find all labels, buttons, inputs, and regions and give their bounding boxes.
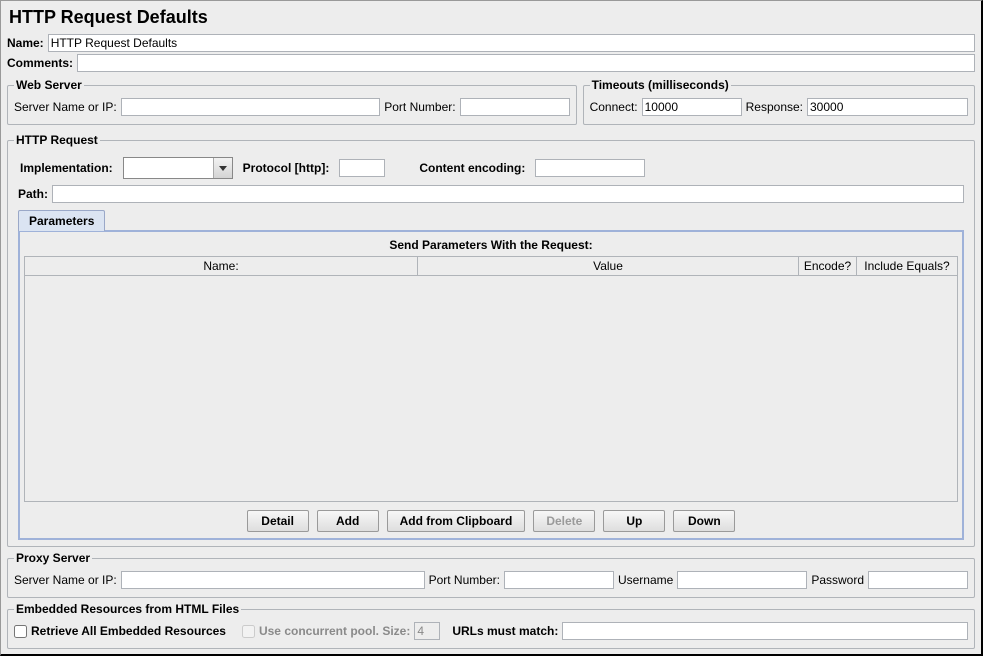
delete-button: Delete: [533, 510, 595, 532]
port-input[interactable]: [460, 98, 570, 116]
parameters-table-header: Name: Value Encode? Include Equals?: [25, 257, 957, 276]
parameters-panel-title: Send Parameters With the Request:: [20, 232, 962, 256]
path-label: Path:: [18, 187, 48, 201]
content-encoding-input[interactable]: [535, 159, 645, 177]
page-title: HTTP Request Defaults: [7, 5, 975, 32]
content-encoding-label: Content encoding:: [419, 161, 525, 175]
parameters-buttons: Detail Add Add from Clipboard Delete Up …: [20, 502, 962, 538]
urls-must-match-input[interactable]: [562, 622, 968, 640]
name-row: Name:: [7, 34, 975, 52]
proxy-server-legend: Proxy Server: [14, 551, 92, 565]
chevron-down-icon: [219, 166, 227, 171]
col-header-encode[interactable]: Encode?: [799, 257, 857, 275]
proxy-port-input[interactable]: [504, 571, 614, 589]
down-button[interactable]: Down: [673, 510, 735, 532]
up-button[interactable]: Up: [603, 510, 665, 532]
concurrent-pool-input: [242, 625, 255, 638]
detail-button[interactable]: Detail: [247, 510, 309, 532]
proxy-server-name-input[interactable]: [121, 571, 425, 589]
comments-label: Comments:: [7, 56, 73, 70]
parameters-table: Name: Value Encode? Include Equals?: [24, 256, 958, 502]
col-header-name[interactable]: Name:: [25, 257, 418, 275]
proxy-username-label: Username: [618, 573, 673, 587]
embedded-resources-legend: Embedded Resources from HTML Files: [14, 602, 241, 616]
proxy-server-group: Proxy Server Server Name or IP: Port Num…: [7, 551, 975, 598]
implementation-value: [124, 158, 214, 178]
web-server-group: Web Server Server Name or IP: Port Numbe…: [7, 78, 577, 125]
implementation-label: Implementation:: [20, 161, 113, 175]
proxy-password-input[interactable]: [868, 571, 968, 589]
http-request-group: HTTP Request Implementation: Protocol [h…: [7, 133, 975, 547]
concurrent-pool-label: Use concurrent pool. Size:: [259, 624, 410, 638]
proxy-server-name-label: Server Name or IP:: [14, 573, 117, 587]
comments-input[interactable]: [77, 54, 975, 72]
col-header-value[interactable]: Value: [418, 257, 799, 275]
web-server-legend: Web Server: [14, 78, 84, 92]
add-button[interactable]: Add: [317, 510, 379, 532]
retrieve-all-checkbox[interactable]: Retrieve All Embedded Resources: [14, 624, 226, 638]
urls-must-match-label: URLs must match:: [452, 624, 558, 638]
timeouts-group: Timeouts (milliseconds) Connect: Respons…: [583, 78, 975, 125]
pool-size-input: [414, 622, 440, 640]
proxy-password-label: Password: [811, 573, 864, 587]
retrieve-all-label: Retrieve All Embedded Resources: [31, 624, 226, 638]
timeouts-legend: Timeouts (milliseconds): [590, 78, 731, 92]
comments-row: Comments:: [7, 54, 975, 72]
retrieve-all-input[interactable]: [14, 625, 27, 638]
server-name-label: Server Name or IP:: [14, 100, 117, 114]
add-from-clipboard-button[interactable]: Add from Clipboard: [387, 510, 526, 532]
name-input[interactable]: [48, 34, 975, 52]
parameters-panel: Send Parameters With the Request: Name: …: [18, 230, 964, 540]
tab-parameters[interactable]: Parameters: [18, 210, 105, 231]
protocol-label: Protocol [http]:: [243, 161, 330, 175]
name-label: Name:: [7, 36, 44, 50]
concurrent-pool-checkbox: Use concurrent pool. Size:: [242, 624, 410, 638]
implementation-dropdown-button[interactable]: [214, 158, 232, 178]
connect-input[interactable]: [642, 98, 742, 116]
http-request-legend: HTTP Request: [14, 133, 100, 147]
col-header-include-equals[interactable]: Include Equals?: [857, 257, 957, 275]
embedded-resources-group: Embedded Resources from HTML Files Retri…: [7, 602, 975, 649]
response-input[interactable]: [807, 98, 968, 116]
proxy-port-label: Port Number:: [429, 573, 500, 587]
path-input[interactable]: [52, 185, 964, 203]
connect-label: Connect:: [590, 100, 638, 114]
proxy-username-input[interactable]: [677, 571, 807, 589]
parameters-table-body[interactable]: [25, 276, 957, 501]
config-panel: HTTP Request Defaults Name: Comments: We…: [0, 0, 983, 656]
implementation-combo[interactable]: [123, 157, 233, 179]
protocol-input[interactable]: [339, 159, 385, 177]
response-label: Response:: [746, 100, 803, 114]
server-name-input[interactable]: [121, 98, 381, 116]
port-label: Port Number:: [384, 100, 455, 114]
